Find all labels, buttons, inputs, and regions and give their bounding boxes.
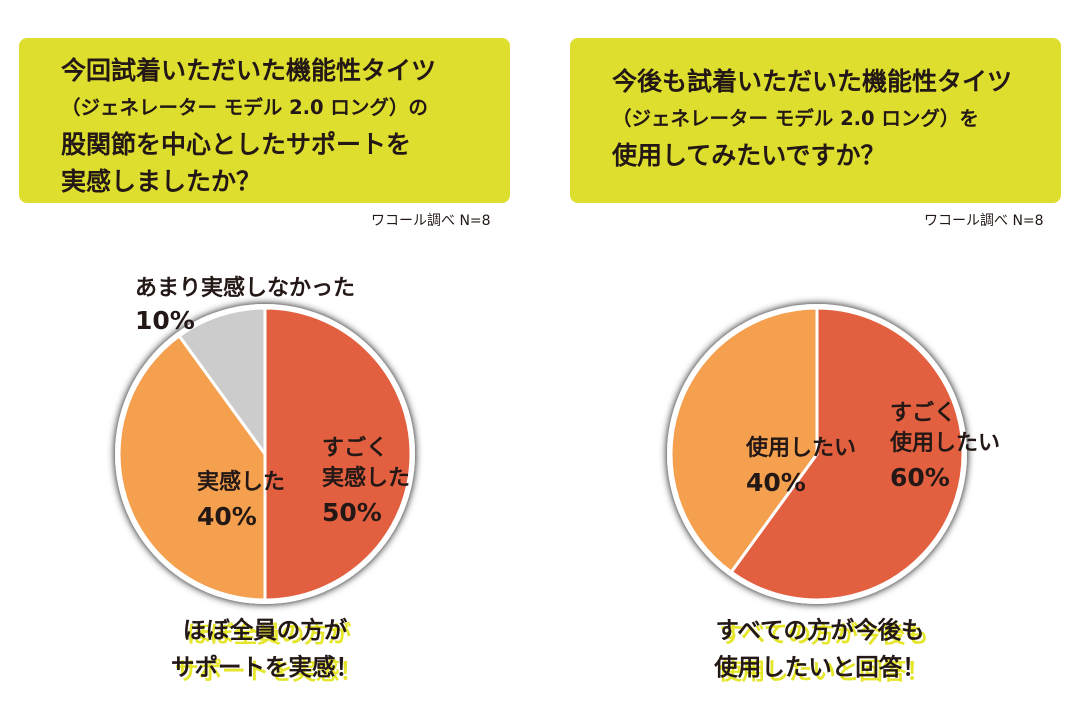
question-box: 今回試着いただいた機能性タイツ （ジェネレーター モデル 2.0 ロング）の 股…	[19, 38, 510, 203]
slice-label: すごく	[322, 435, 388, 461]
pie-slice	[263, 306, 413, 602]
question-box: 今後も試着いただいた機能性タイツ （ジェネレーター モデル 2.0 ロング）を …	[570, 38, 1061, 203]
slice-value-label: 50%	[322, 498, 382, 527]
slice-value-label: 10%	[135, 306, 195, 335]
slice-label: すごく	[890, 400, 956, 426]
source-note: ワコール調べ N=8	[924, 213, 1044, 229]
question-line: （ジェネレーター モデル 2.0 ロング）の	[61, 96, 428, 119]
question-line: 今回試着いただいた機能性タイツ	[61, 56, 437, 85]
source-note: ワコール調べ N=8	[371, 213, 491, 229]
slice-label: 実感した	[322, 465, 410, 491]
question-line: 実感しましたか？	[61, 167, 262, 196]
pie-slice	[117, 333, 267, 602]
slice-value-label: 40%	[197, 502, 257, 531]
callout: すべての方が今後も 使用したいと回答！	[680, 612, 960, 686]
question-line: 股関節を中心としたサポートを	[61, 130, 412, 159]
callout: ほぼ全員の方が サポートを実感！	[140, 612, 390, 686]
pie-slice	[669, 306, 819, 575]
pie-slice	[177, 306, 267, 459]
slice-value-label: 60%	[890, 463, 950, 492]
panel-right: 今後も試着いただいた機能性タイツ （ジェネレーター モデル 2.0 ロング）を …	[540, 0, 1080, 705]
slice-label: 実感した	[197, 469, 285, 495]
slice-label: 使用したい	[889, 431, 1000, 456]
question-line: 今後も試着いただいた機能性タイツ	[612, 67, 1013, 96]
question-line: 使用してみたいですか？	[612, 141, 886, 170]
callout-line: 使用したいと回答！	[714, 653, 926, 681]
panel-left: 今回試着いただいた機能性タイツ （ジェネレーター モデル 2.0 ロング）の 股…	[19, 38, 510, 686]
slice-label: 使用したい	[745, 436, 856, 461]
slice-label: あまり実感しなかった	[135, 275, 355, 301]
slice-value-label: 40%	[746, 468, 806, 497]
pie-slice	[729, 306, 965, 602]
callout-line: ほぼ全員の方が	[182, 616, 348, 644]
question-line: （ジェネレーター モデル 2.0 ロング）を	[612, 107, 979, 130]
callout-line: すべての方が今後も	[715, 616, 925, 644]
callout-line: サポートを実感！	[171, 653, 359, 681]
